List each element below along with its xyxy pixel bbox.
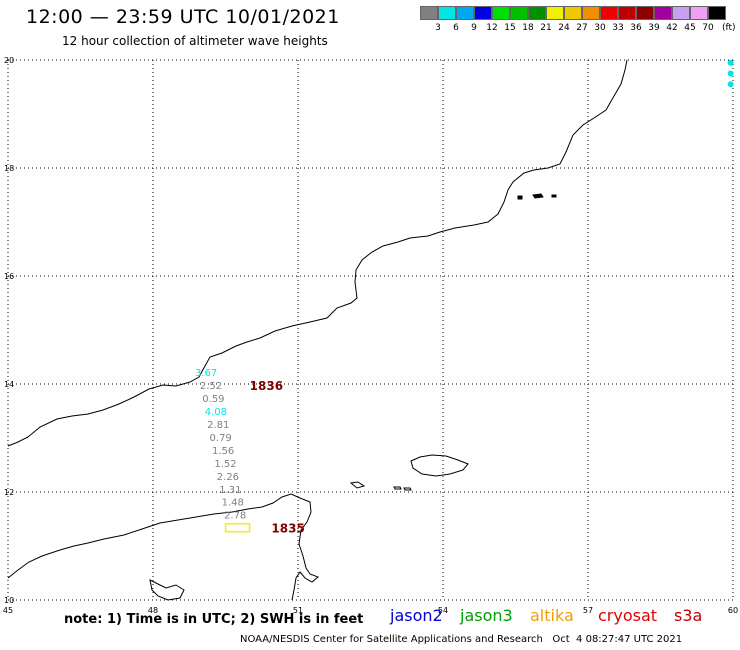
colorbar-swatch: [636, 6, 654, 20]
colorbar-tick: 6: [453, 23, 459, 33]
colorbar-tick: 36: [630, 23, 642, 33]
track-point-value: 3.67: [195, 368, 217, 379]
lat-tick-label: 14: [4, 380, 14, 389]
lat-tick-label: 10: [4, 596, 14, 605]
track-point-value: 1.56: [212, 446, 234, 457]
colorbar-tick: 39: [648, 23, 660, 33]
lon-tick-label: 57: [583, 606, 593, 615]
edge-data-point: [727, 81, 734, 88]
track-point-value: 2.26: [217, 472, 239, 483]
colorbar-tick: 45: [684, 23, 696, 33]
island-socotra: [410, 454, 469, 477]
track-point-value: 1.31: [219, 485, 241, 496]
colorbar-swatch: [582, 6, 600, 20]
coastline-inland-feature: [149, 579, 185, 601]
colorbar-swatch: [510, 6, 528, 20]
coastline-arabia: [7, 59, 628, 447]
island-kuria-muria: [551, 194, 557, 198]
colorbar-tick: 12: [486, 23, 498, 33]
colorbar-tick: 70: [702, 23, 714, 33]
lat-tick-label: 20: [4, 56, 14, 65]
legend-item-s3a: s3a: [674, 606, 703, 625]
track-point-value: 0.79: [210, 433, 232, 444]
footer-note: note: 1) Time is in UTC; 2) SWH is in fe…: [64, 612, 364, 627]
colorbar-tick: 30: [594, 23, 606, 33]
colorbar-swatch: [438, 6, 456, 20]
track-point-value: 1.52: [214, 459, 236, 470]
track-point-value: 2.78: [224, 511, 246, 522]
colorbar-tick: 42: [666, 23, 678, 33]
lon-tick-label: 51: [293, 606, 303, 615]
island-kuria-muria: [517, 195, 523, 200]
track-point-value: 1.48: [222, 498, 244, 509]
colorbar-swatch: [672, 6, 690, 20]
colorbar-unit: (ft): [722, 23, 736, 33]
colorbar-swatch: [420, 6, 438, 20]
lat-tick-label: 18: [4, 164, 14, 173]
lat-tick-label: 16: [4, 272, 14, 281]
lon-tick-label: 45: [3, 606, 13, 615]
credit-line: NOAA/NESDIS Center for Satellite Applica…: [240, 634, 683, 645]
colorbar-swatch: [456, 6, 474, 20]
track-point-value: 2.52: [200, 381, 222, 392]
map-title: 12:00 — 23:59 UTC 10/01/2021: [26, 6, 340, 28]
island-kuria-muria: [532, 193, 544, 199]
colorbar-swatch: [474, 6, 492, 20]
legend-item-jason3: jason3: [460, 606, 513, 625]
edge-data-point: [727, 59, 734, 66]
colorbar-tick: 3: [435, 23, 441, 33]
colorbar-tick: 18: [522, 23, 534, 33]
lat-tick-label: 12: [4, 488, 14, 497]
track-point-value: 0.59: [202, 394, 224, 405]
island-darsah: [403, 487, 412, 491]
map-subtitle: 12 hour collection of altimeter wave hei…: [62, 34, 328, 48]
track-label: 1836: [250, 379, 283, 393]
colorbar-tick: 33: [612, 23, 624, 33]
legend-item-jason2: jason2: [390, 606, 443, 625]
colorbar-swatch: [528, 6, 546, 20]
legend-item-cryosat: cryosat: [598, 606, 658, 625]
colorbar-swatch: [546, 6, 564, 20]
colorbar-tick: 24: [558, 23, 570, 33]
colorbar-tick: 9: [471, 23, 477, 33]
colorbar-swatch: [600, 6, 618, 20]
coastline-horn-of-africa: [7, 493, 319, 601]
colorbar-tick: 21: [540, 23, 552, 33]
colorbar-swatch: [564, 6, 582, 20]
track-point-marker: [224, 522, 251, 533]
legend-item-altika: altika: [530, 606, 574, 625]
track-point-value: 2.81: [207, 420, 229, 431]
track-point-value: 4.08: [205, 407, 227, 418]
colorbar-swatch: [618, 6, 636, 20]
edge-data-point: [727, 70, 734, 77]
island-abd-al-kuri: [349, 481, 366, 489]
colorbar-swatch: [690, 6, 708, 20]
colorbar-tick: 27: [576, 23, 588, 33]
island-samhah: [393, 486, 402, 490]
colorbar-swatch: [654, 6, 672, 20]
lon-tick-label: 60: [728, 606, 738, 615]
colorbar-tick: 15: [504, 23, 516, 33]
lon-tick-label: 48: [148, 606, 158, 615]
colorbar-swatch: [708, 6, 726, 20]
lon-tick-label: 54: [438, 606, 448, 615]
colorbar-swatch: [492, 6, 510, 20]
track-label: 1835: [271, 522, 304, 536]
